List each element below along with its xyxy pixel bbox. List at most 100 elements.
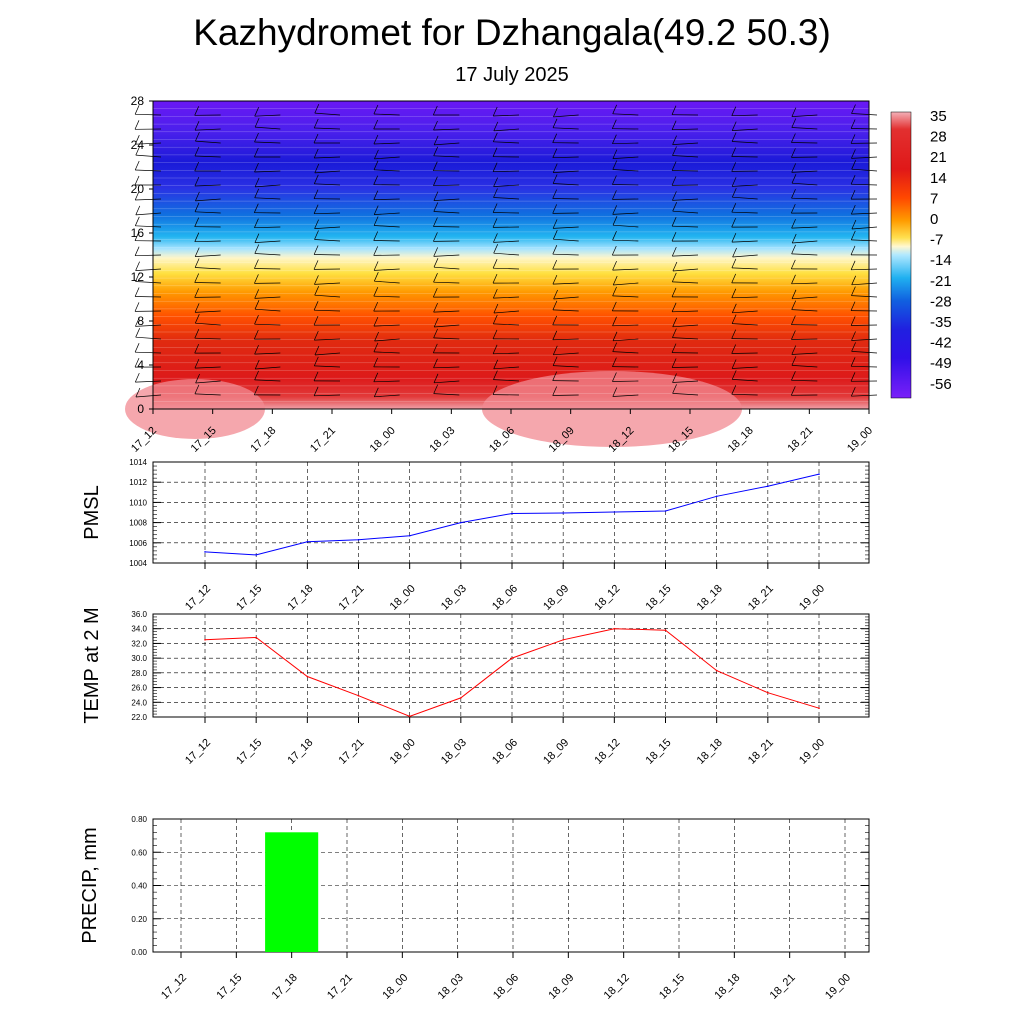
wind-barb [134, 231, 162, 242]
wind-barb [731, 203, 758, 214]
wind-barb [432, 161, 460, 172]
wind-barb [194, 273, 221, 284]
wind-barb-flag [791, 148, 796, 158]
colorbar-label: -56 [930, 376, 952, 393]
wind-barb-flag [731, 106, 737, 116]
wind-barb-shaft [612, 224, 639, 228]
wind-barb [432, 105, 460, 116]
wind-barb-flag [552, 189, 558, 199]
y-axis-label: PRECIP, mm [79, 827, 101, 943]
x-tick-label: 18_09 [541, 583, 571, 613]
heatmap-field [153, 101, 869, 409]
wind-barb [552, 204, 579, 214]
wind-barb-shaft [135, 113, 162, 116]
wind-barb [552, 245, 579, 256]
wind-barb [672, 191, 699, 201]
wind-barb [373, 190, 400, 201]
colorbar-label: -28 [930, 293, 952, 310]
wind-barb-shaft [672, 366, 699, 368]
wind-barb-flag [373, 104, 379, 115]
wind-barb-flag [314, 286, 320, 296]
wind-barb [433, 258, 460, 270]
wind-barb-flag [731, 132, 737, 142]
wind-barb-shaft [493, 296, 520, 299]
y-axis-label: TEMP at 2 M [81, 607, 103, 723]
wind-barb-flag [851, 104, 856, 114]
wind-barb-flag [552, 148, 558, 158]
wind-barb-flag [552, 174, 558, 184]
wind-barb [253, 147, 281, 158]
wind-barb-flag [672, 328, 677, 338]
y-tick-label: 0 [137, 402, 144, 416]
wind-barb-shaft [731, 240, 758, 243]
wind-barb-flag [195, 373, 200, 384]
wind-barb-shaft [433, 337, 460, 340]
wind-barb-flag [433, 232, 438, 242]
wind-barb [135, 145, 162, 158]
wind-barb-shaft [791, 282, 818, 285]
wind-barb-flag [313, 133, 319, 144]
x-tick-label: 18_09 [541, 737, 571, 767]
y-tick-label: 24.0 [131, 698, 147, 707]
wind-barb-flag [313, 189, 319, 199]
wind-barb [313, 330, 341, 341]
wind-barb [850, 260, 878, 271]
wind-barb [195, 373, 221, 384]
wind-barb [433, 135, 460, 146]
wind-barb-shaft [194, 366, 221, 369]
wind-barb-flag [790, 386, 796, 396]
wind-barb [254, 162, 281, 173]
wind-barb-flag [612, 216, 618, 226]
wind-barb-shaft [552, 253, 579, 256]
wind-barb [612, 372, 639, 382]
wind-barb [254, 244, 281, 256]
wind-barb [135, 328, 162, 340]
wind-barb-shaft [672, 393, 699, 396]
wind-barb-flag [135, 387, 141, 398]
wind-barb [492, 259, 520, 270]
wind-barb-flag [194, 121, 200, 131]
data-point [460, 697, 462, 699]
wind-barb [254, 344, 281, 355]
colorbar-label: -49 [930, 355, 952, 372]
wind-barb-flag [134, 287, 140, 297]
wind-barb-flag [672, 191, 677, 201]
wind-barb-flag [731, 203, 737, 213]
wind-barb-flag [492, 132, 498, 142]
wind-barb [611, 245, 639, 256]
wind-barb-shaft [791, 379, 818, 382]
wind-barb [314, 163, 341, 174]
wind-barb-flag [313, 245, 319, 255]
wind-barb-flag [791, 345, 797, 355]
wind-barb-shaft [552, 127, 579, 130]
wind-barb-flag [134, 343, 140, 353]
wind-barb-flag [493, 244, 499, 254]
wind-barb [492, 314, 520, 326]
wind-barb-flag [433, 202, 439, 212]
wind-barb [194, 314, 221, 326]
wind-barb-shaft [374, 225, 400, 228]
wind-barb-shaft [612, 324, 639, 327]
wind-barb-shaft [314, 254, 341, 256]
wind-barb-flag [313, 174, 319, 184]
wind-barb-shaft [553, 226, 579, 229]
wind-barb-flag [134, 190, 140, 201]
data-point [562, 639, 564, 641]
wind-barb [492, 218, 520, 228]
wind-barb-shaft [851, 128, 878, 130]
wind-barb [791, 189, 818, 200]
x-tick-label: 18_12 [592, 737, 622, 767]
wind-barb-flag [552, 204, 558, 214]
wind-barb-flag [731, 359, 737, 369]
wind-barb-flag [492, 218, 498, 228]
wind-barb-shaft [732, 184, 758, 187]
wind-barb [731, 258, 758, 270]
wind-barb [851, 331, 878, 341]
data-point [767, 691, 769, 694]
wind-barb-shaft [851, 351, 878, 354]
wind-barb-shaft [493, 141, 520, 144]
wind-barb [313, 133, 340, 144]
wind-barb [552, 356, 579, 368]
wind-barb-shaft [254, 226, 281, 229]
colorbar-label: -7 [930, 232, 943, 249]
